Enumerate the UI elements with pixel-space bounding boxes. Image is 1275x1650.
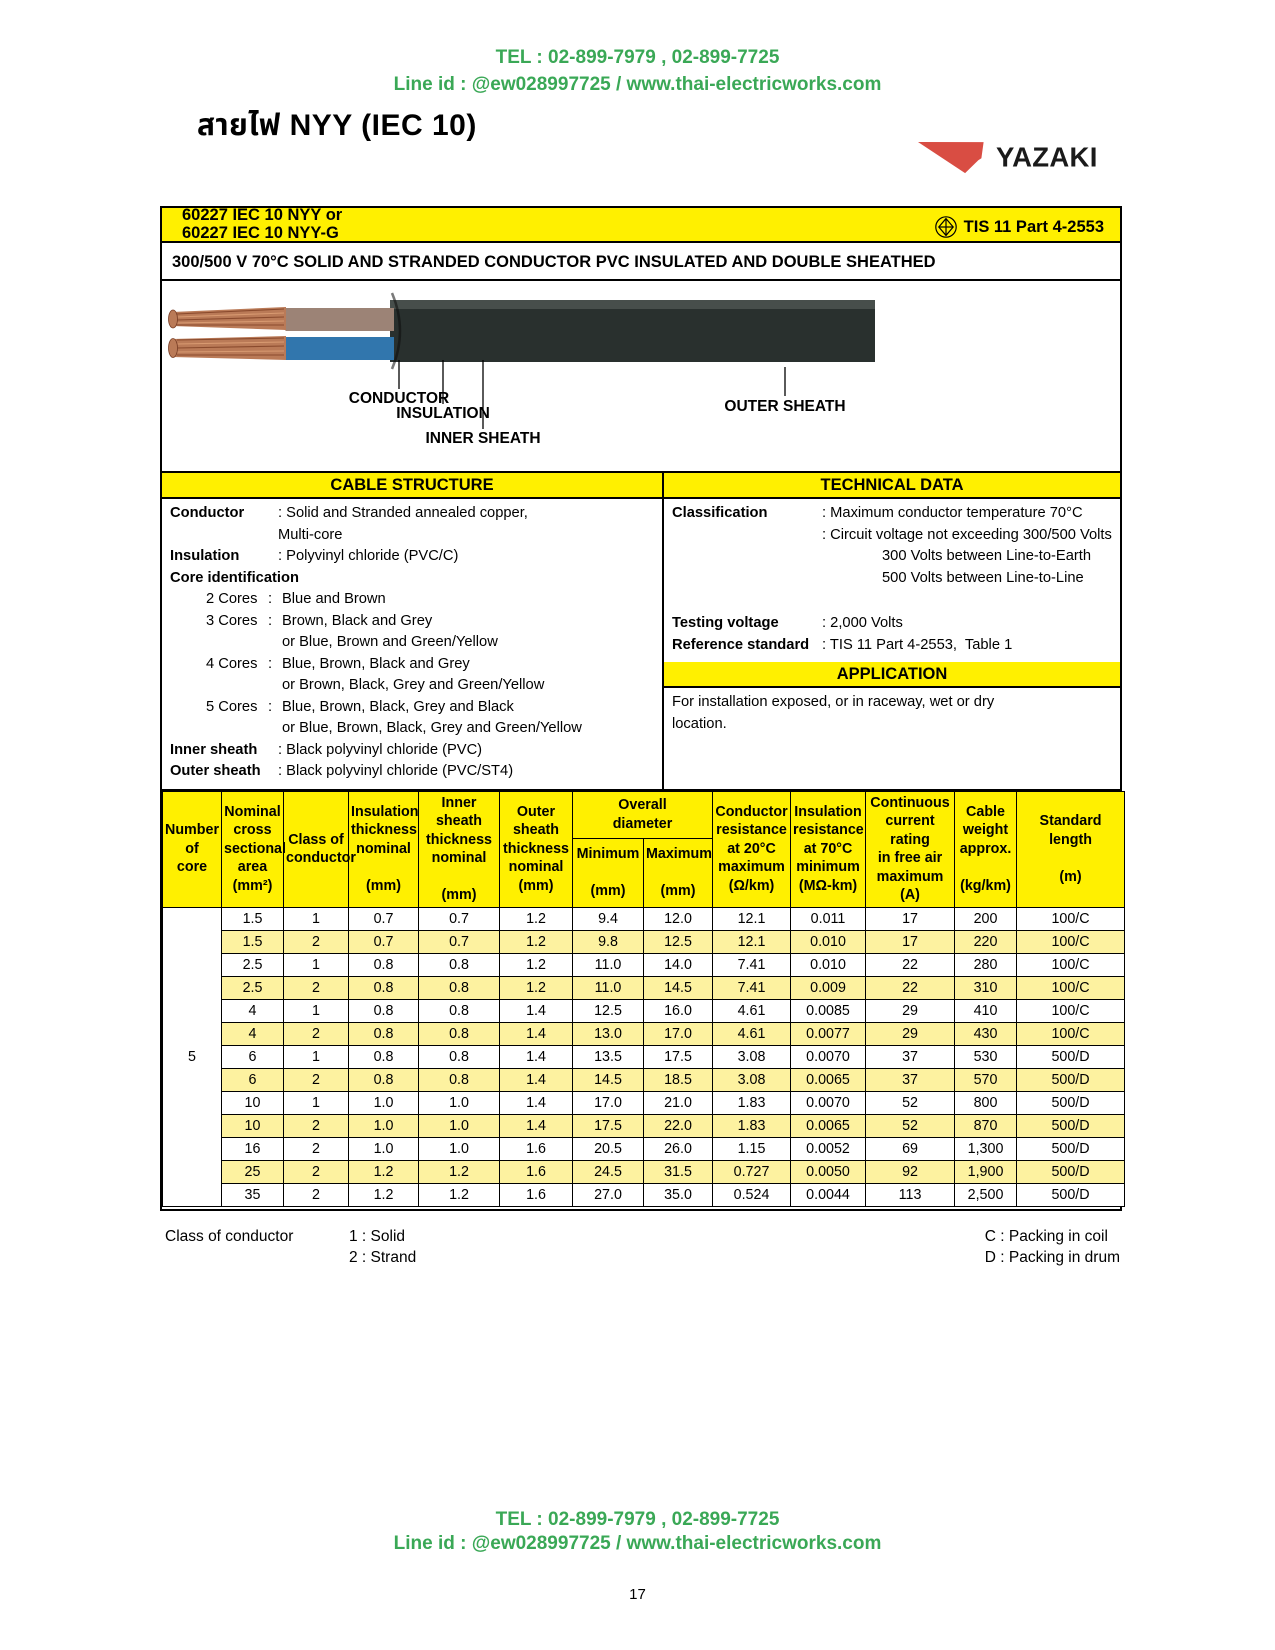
svg-text:INNER SHEATH: INNER SHEATH: [425, 430, 540, 447]
svg-text:INSULATION: INSULATION: [396, 405, 490, 422]
svg-text:YAZAKI: YAZAKI: [996, 142, 1098, 173]
svg-text:OUTER SHEATH: OUTER SHEATH: [724, 398, 845, 415]
